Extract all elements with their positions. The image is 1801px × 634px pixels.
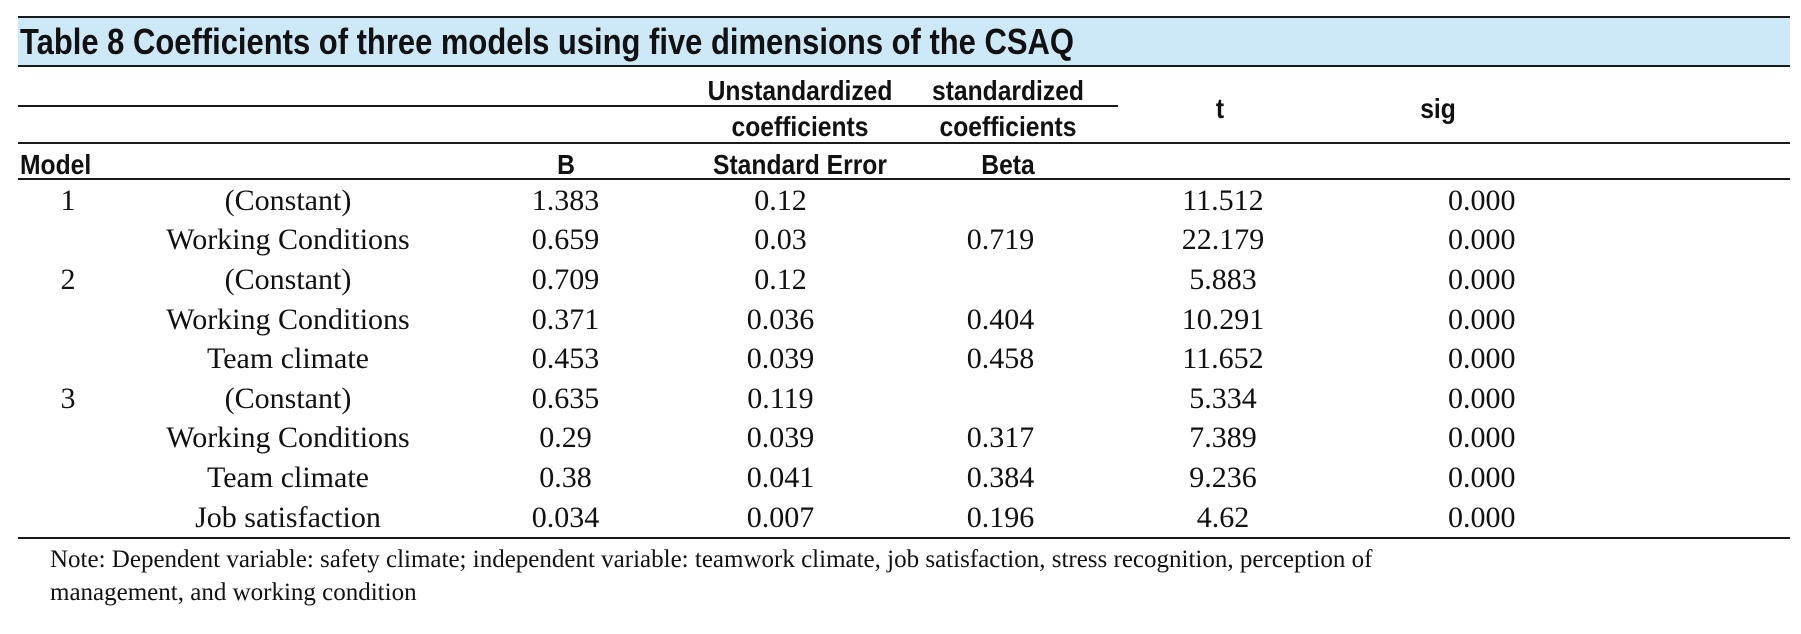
cell-sig: 0.000 (1448, 302, 1516, 336)
cell-beta: 0.384 (966, 460, 1035, 494)
cell-b: 0.371 (531, 302, 600, 336)
header-beta: Beta (981, 149, 1035, 180)
cell-b: 0.453 (531, 342, 600, 376)
cell-se: 0.039 (746, 421, 815, 455)
header-t: t (1215, 93, 1225, 124)
cell-t: 7.389 (1189, 421, 1257, 455)
cell-b: 0.635 (531, 381, 600, 415)
cell-se: 0.12 (754, 262, 807, 296)
table-row: 1 (Constant) 1.383 0.12 11.512 0.000 (18, 181, 1790, 221)
cell-sig: 0.000 (1448, 262, 1516, 296)
header-standardized: standardized (932, 75, 1084, 106)
cell-sig: 0.000 (1448, 460, 1516, 494)
cell-model (18, 458, 118, 498)
table-row: Working Conditions 0.371 0.036 0.404 10.291 0… (18, 300, 1790, 340)
table-row: Working Conditions 0.659 0.03 0.719 22.179 0.… (18, 221, 1790, 261)
header-bottom-rule (18, 178, 1790, 180)
cell-se: 0.039 (746, 342, 815, 376)
cell-sig: 0.000 (1448, 500, 1516, 534)
coefficients-table: 1 (Constant) 1.383 0.12 11.512 0.000 Working C… (18, 181, 1790, 537)
header-mid-rule (18, 142, 1790, 144)
table-row: Team climate 0.453 0.039 0.458 11.652 0.000 (18, 339, 1790, 379)
cell-b: 1.383 (531, 183, 600, 217)
table-row: Working Conditions 0.29 0.039 0.317 7.389 0.0… (18, 419, 1790, 459)
cell-variable: (Constant) (224, 183, 352, 217)
table-row: Job satisfaction 0.034 0.007 0.196 4.62 0.000 (18, 498, 1790, 538)
cell-b: 0.709 (531, 262, 600, 296)
cell-b: 0.034 (531, 500, 600, 534)
note-line-1: Note: Dependent variable: safety climate… (50, 546, 1373, 574)
cell-t: 5.334 (1189, 381, 1257, 415)
cell-b: 0.38 (539, 460, 592, 494)
cell-variable: (Constant) (224, 262, 352, 296)
cell-t: 9.236 (1189, 460, 1257, 494)
cell-model: 3 (60, 381, 76, 415)
cell-t: 22.179 (1181, 223, 1265, 257)
cell-model (18, 300, 118, 340)
cell-variable: Working Conditions (166, 223, 410, 257)
table-figure: Table 8 Coefficients of three models usi… (18, 16, 1790, 609)
cell-se: 0.12 (754, 183, 807, 217)
cell-b: 0.29 (539, 421, 592, 455)
cell-t: 5.883 (1189, 262, 1257, 296)
cell-variable: (Constant) (224, 381, 352, 415)
note-line-2: management, and working condition (50, 579, 417, 607)
cell-variable: Working Conditions (166, 302, 410, 336)
cell-se: 0.119 (747, 381, 814, 415)
table-bottom-rule (18, 537, 1790, 540)
header-unstandardized: Unstandardized (707, 75, 893, 106)
cell-t: 11.652 (1182, 342, 1264, 376)
table-row: 3 (Constant) 0.635 0.119 5.334 0.000 (18, 379, 1790, 419)
cell-model (18, 339, 118, 379)
cell-beta: 0.196 (966, 500, 1035, 534)
header-standardized-coefficients: coefficients (939, 111, 1077, 142)
cell-variable: Team climate (207, 342, 369, 376)
header-standard-error: Standard Error (713, 149, 887, 180)
cell-t: 4.62 (1196, 500, 1250, 534)
cell-sig: 0.000 (1448, 421, 1516, 455)
cell-variable: Team climate (207, 460, 369, 494)
header-model: Model (20, 149, 92, 180)
header-unstandardized-coefficients: coefficients (731, 111, 869, 142)
table-row: 2 (Constant) 0.709 0.12 5.883 0.000 (18, 260, 1790, 300)
cell-t: 11.512 (1182, 183, 1264, 217)
header-b: B (557, 149, 575, 180)
cell-se: 0.03 (754, 223, 807, 257)
cell-beta (888, 379, 1113, 419)
cell-sig: 0.000 (1448, 223, 1516, 257)
cell-b: 0.659 (531, 223, 600, 257)
cell-se: 0.007 (746, 500, 815, 534)
cell-model: 1 (60, 183, 76, 217)
cell-model (18, 419, 118, 459)
cell-variable: Working Conditions (166, 421, 410, 455)
cell-model: 2 (60, 262, 76, 296)
cell-beta (888, 260, 1113, 300)
cell-beta: 0.317 (966, 421, 1035, 455)
table-header: Unstandardized coefficients standardized… (18, 67, 1790, 216)
cell-sig: 0.000 (1448, 381, 1516, 415)
table-row: Team climate 0.38 0.041 0.384 9.236 0.000 (18, 458, 1790, 498)
header-sig: sig (1420, 93, 1456, 124)
table-title: Table 8 Coefficients of three models usi… (20, 20, 1074, 62)
cell-model (18, 498, 118, 538)
table-title-bar: Table 8 Coefficients of three models usi… (18, 16, 1790, 65)
cell-beta: 0.404 (966, 302, 1035, 336)
cell-model (18, 221, 118, 261)
cell-beta: 0.458 (966, 342, 1035, 376)
cell-se: 0.036 (746, 302, 815, 336)
header-partial-rule (18, 105, 1118, 107)
cell-sig: 0.000 (1448, 183, 1516, 217)
cell-t: 10.291 (1181, 302, 1265, 336)
cell-beta: 0.719 (966, 223, 1035, 257)
cell-variable: Job satisfaction (195, 500, 381, 534)
table-note: Note: Dependent variable: safety climate… (18, 539, 1770, 609)
cell-se: 0.041 (746, 460, 815, 494)
table-body: 1 (Constant) 1.383 0.12 11.512 0.000 Working C… (18, 181, 1790, 537)
cell-sig: 0.000 (1448, 342, 1516, 376)
title-bottom-rule (18, 65, 1790, 67)
